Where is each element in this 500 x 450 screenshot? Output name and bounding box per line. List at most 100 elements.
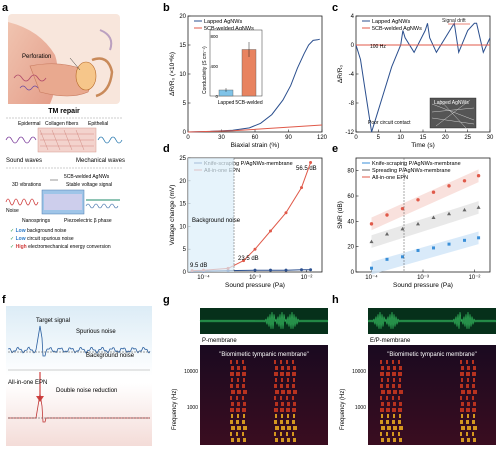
spectrogram-band [236,396,238,400]
spectrogram-band [280,396,282,400]
data-point [369,222,374,226]
spectrogram-band [230,372,234,376]
spectrogram-band [381,402,384,406]
spectrogram-band [467,402,470,406]
spectrogram-band [392,408,396,412]
data-point [432,246,436,250]
spectrogram-band [392,360,394,364]
spectrogram-band [280,432,282,436]
spectrogram-band [287,426,291,430]
chart-e: 10⁻⁴ 10⁻³ 10⁻² 0 20 40 60 80 Sound pressure (Pa)… [337,157,491,289]
y-tick-label: 80 [347,169,354,175]
spectrogram-band [387,366,390,370]
spectrogram-band [237,426,241,430]
welded-label: 5CB-welded AgNWs [64,174,110,180]
spectrogram-band [275,426,279,430]
panel-c-extras: 100 Hz Signal drift Poor circuit contact… [368,18,477,129]
x-tick-label: 10⁻³ [249,275,261,281]
y-axis-label: Voltage change (mV) [169,185,176,246]
inset-b: Conductivity (S cm⁻¹) 0 400 800 Lapped 5CB… [202,29,263,106]
spectrogram-band [380,420,383,424]
spectrogram-band [381,390,385,394]
panel-h: E/P-membrane "Biomimetic tympanic membra… [340,308,497,445]
spectrogram-band [387,426,391,430]
panel-a-label: a [2,2,9,14]
check-item: ✓ Low background noise [10,228,67,234]
spectrogram-band [274,432,276,436]
g-phrase: "Biomimetic tympanic membrane" [219,352,309,358]
spectrogram-band [473,366,476,370]
spectrogram-band [230,420,233,424]
data-point [401,255,405,259]
y-tick-label: 10 [179,72,186,78]
data-point [462,179,467,183]
data-point [269,229,273,233]
spectrogram-band [275,378,277,382]
spectrogram-band [399,366,402,370]
sound-waves-label: Sound waves [6,158,42,164]
g-ylabel: Frequency (Hz) [172,389,178,430]
y-tick-label: 5 [183,101,187,107]
x-tick-label: 90 [285,135,292,141]
data-point [476,205,481,209]
spectrogram-band [275,402,278,406]
spectrogram-band [399,426,403,430]
spectrogram-band [472,408,476,412]
panel-b-label: b [163,2,170,14]
spectrogram-band [466,360,468,364]
y-tick-label: 0 [183,130,187,136]
data-point [477,236,481,240]
y-axis-label: SNR (dB) [337,201,344,229]
spectrogram-band [293,414,295,418]
annotation-23-5: 23.5 dB [238,256,259,262]
y-tick-label: 25 [179,156,186,162]
spectrogram-band [274,360,276,364]
spectrogram-band [231,390,235,394]
spectrogram-band [237,402,240,406]
spectrogram-band [292,372,296,376]
legend-label: 5CB-welded AgNWs [204,26,254,32]
spectrogram-g [200,345,328,445]
series-line [355,21,491,133]
spectrogram-band [392,420,395,424]
data-point [370,266,374,270]
spectrogram-band [461,390,465,394]
layer-epithelial: Epithelial [88,121,108,127]
double-reduction-label: Double noise reduction [56,388,117,394]
panel-g-label: g [163,294,170,306]
confidence-band [371,169,479,231]
spectrogram-band [242,372,246,376]
spectrogram-band [287,414,289,418]
spectrogram-band [274,420,277,424]
x-tick-label: 10⁻⁴ [365,274,378,281]
data-point [253,247,257,251]
data-point [269,268,273,272]
inset-ylabel: Conductivity (S cm⁻¹) [202,46,208,94]
spectrogram-band [461,378,463,382]
spectrogram-band [472,432,474,436]
spectrogram-band [292,408,296,412]
data-point [385,257,389,261]
spectrogram-band [386,384,389,388]
spectrogram-band [292,360,294,364]
spectrogram-band [274,396,276,400]
signal-drift-label: Signal drift [442,18,466,24]
spectrogram-band [386,372,390,376]
spectrogram-band [287,390,291,394]
data-point [385,232,390,236]
g-membrane-label: P-membrane [202,338,237,344]
spectrogram-band [242,420,245,424]
inset-y-tick-label: 400 [210,64,218,69]
spectrogram-band [399,378,401,382]
spectrogram-band [393,366,396,370]
spectrogram-band [386,408,390,412]
spectrogram-band [460,432,462,436]
spectrogram-band [243,426,247,430]
spectrogram-band [293,378,295,382]
background-noise-label: Background noise [192,218,241,224]
spectrogram-band [286,432,288,436]
g-ytick-10000: 10000 [184,369,198,375]
spectrogram-band [242,360,244,364]
data-point [300,268,304,272]
spectrogram-band [242,384,245,388]
